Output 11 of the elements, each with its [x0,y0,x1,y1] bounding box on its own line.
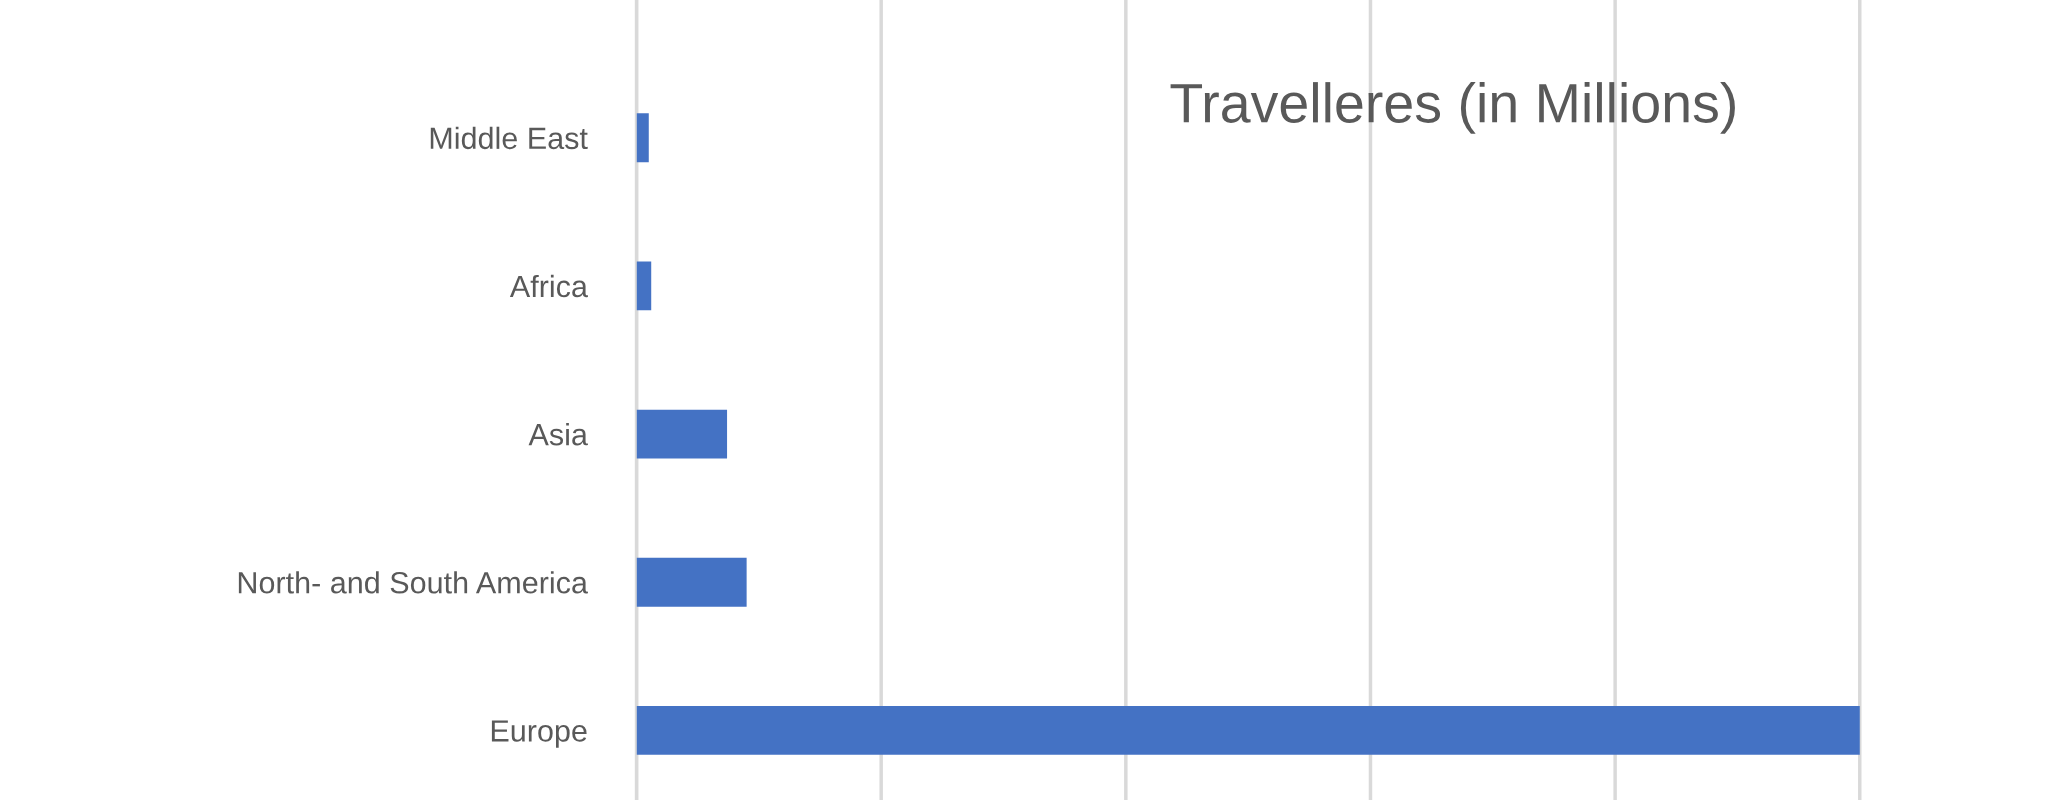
bar [636,261,652,311]
y-tick-label: Africa [509,274,588,298]
y-tick-label: Middle East [430,126,588,150]
text: Travelleres (in Millions) [1170,82,1735,134]
bar [636,409,728,459]
bar [636,113,649,163]
bar [636,705,1860,755]
y-tick-label: North- and South America [238,571,588,594]
bar [636,557,747,607]
y-tick-label: Asia [528,423,588,446]
y-tick-label: Europe [491,720,587,748]
